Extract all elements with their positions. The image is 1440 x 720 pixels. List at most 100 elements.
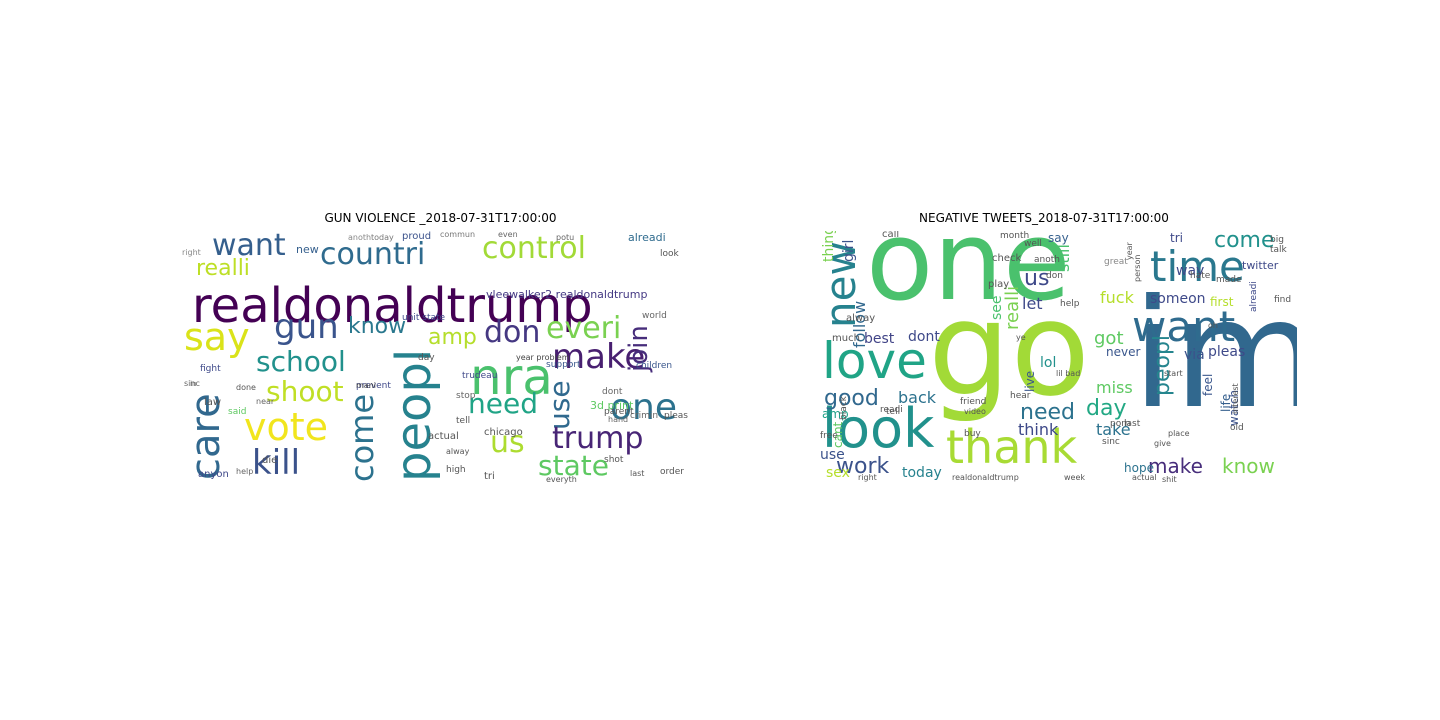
wordcloud-word: thing [821, 231, 837, 262]
wordcloud-word: great [1104, 257, 1128, 267]
wordcloud-word: new [296, 243, 319, 256]
wordcloud-word: got [1094, 328, 1124, 349]
wordcloud-word: make [552, 337, 646, 377]
wordcloud-word: never [1106, 345, 1141, 359]
wordcloud-word: pleas [1208, 344, 1246, 360]
wordcloud-word: tell [456, 416, 471, 426]
wordcloud-word: way [1176, 263, 1205, 279]
wordcloud-word: let [1022, 294, 1043, 313]
wordcloud-word: parent [604, 407, 634, 417]
wordcloud-word: near [256, 397, 275, 406]
wordcloud-word: amp [822, 407, 849, 421]
wordcloud-word: chicago [484, 427, 523, 438]
wordcloud-word: know [348, 314, 407, 339]
wordcloud-word: video [964, 407, 986, 416]
wordcloud-word: control [482, 231, 586, 266]
wordcloud-word: want [212, 231, 286, 263]
wordcloud-word: hear [1010, 391, 1031, 401]
wordcloud-word: tell [886, 407, 901, 417]
wordcloud-word: twitter [1242, 259, 1279, 272]
wordcloud-word: love [822, 332, 927, 390]
wordcloud-word: time [1150, 242, 1245, 291]
wordcloud-word: black [839, 396, 849, 420]
wordcloud-word: sinc [1102, 437, 1120, 447]
wordcloud-word: commun [440, 231, 476, 239]
wordcloud-word: know [1222, 454, 1275, 478]
wordcloud-word: year [1125, 242, 1134, 260]
wordcloud-word: person [1133, 254, 1142, 282]
wordcloud-word: help [1060, 299, 1080, 309]
wordcloud-word: 3d print [590, 399, 634, 412]
wordcloud-word: best [864, 331, 895, 347]
wordcloud-word: countri [320, 237, 426, 272]
wordcloud-word: well [1024, 239, 1042, 249]
wordcloud-word: free [820, 431, 838, 441]
wordcloud-word: realli [196, 256, 250, 281]
wordcloud-word: realli [1002, 285, 1023, 330]
wordcloud-word: world [642, 311, 667, 321]
wordcloud-word: trudeau [462, 371, 498, 381]
wordcloud-word: hate [1190, 271, 1211, 281]
wordcloud-word: crimin [630, 411, 659, 421]
wordcloud-word: week [1064, 473, 1086, 482]
wordcloud-word: shoot [266, 375, 344, 408]
wordcloud-word: realdonaldtrump [952, 473, 1019, 482]
wordcloud-canvas: realdonaldtrump countri control want say gun k… [182, 231, 699, 484]
wordcloud-word: alreadi [628, 231, 666, 244]
wordcloud-word: everi [546, 311, 622, 346]
wordcloud-word: us [1024, 266, 1050, 291]
chart-title: NEGATIVE TWEETS_2018-07-31T17:00:00 [919, 211, 1169, 225]
wordcloud-word: anoth [348, 233, 372, 242]
wordcloud-word: good [824, 386, 879, 411]
wordcloud-word: fight [200, 364, 221, 374]
wordcloud-word: potu [556, 233, 575, 242]
wordcloud-word: miss [1096, 378, 1133, 397]
wordcloud-word: girl [841, 239, 857, 262]
wordcloud-word: die [262, 455, 278, 466]
wordcloud-word: take [1096, 420, 1131, 439]
wordcloud-word: gun [274, 307, 339, 347]
wordcloud-word: hand [608, 415, 629, 424]
wordcloud-word: school [256, 345, 346, 378]
wordcloud-word: buy [964, 429, 981, 439]
wordcloud-word: via [1184, 347, 1205, 363]
wordcloud-word: us [490, 425, 525, 460]
chart-title: GUN VIOLENCE _2018-07-31T17:00:00 [324, 211, 557, 225]
wordcloud-word: ye [1016, 333, 1026, 342]
wordcloud-word: month [1000, 231, 1030, 241]
wordcloud-word: today [371, 233, 394, 242]
wordcloud-word: tri [484, 471, 495, 482]
wordcloud-word: call [882, 231, 900, 240]
wordcloud-word: come [1214, 231, 1275, 253]
wordcloud-word: day [418, 353, 435, 363]
wordcloud-word: anyon [198, 469, 229, 480]
wordcloud-word: unit state [402, 313, 446, 323]
wordcloud-word: old [1230, 423, 1244, 433]
wordcloud-panel-gun-violence: GUN VIOLENCE _2018-07-31T17:00:00 realdo… [182, 211, 699, 484]
wordcloud-word: need [468, 387, 538, 420]
wordcloud-word: interest [1231, 383, 1240, 414]
wordcloud-word: trump [552, 421, 644, 456]
wordcloud-word: said [228, 407, 247, 417]
wordcloud-word: find [1274, 295, 1292, 305]
wordcloud-word: everyth [546, 475, 577, 484]
wordcloud-word: right [858, 473, 877, 482]
wordcloud-word: one [866, 231, 1071, 325]
wordcloud-word: don [1046, 271, 1063, 281]
wordcloud-word: day [1086, 396, 1127, 421]
wordcloud-word: vote [244, 405, 329, 449]
wordcloud-word: peopl [386, 348, 442, 482]
wordcloud-word: one [610, 387, 677, 428]
wordcloud-word: alreadi [1249, 281, 1259, 312]
wordcloud-word: look [822, 397, 935, 460]
wordcloud-word: feel [1201, 373, 1215, 396]
wordcloud-word: check [992, 253, 1022, 264]
wordcloud-word: live [1023, 370, 1037, 392]
wordcloud-word: talk [1270, 245, 1287, 255]
wordcloud-word: much [832, 333, 860, 344]
wordcloud-word: come [343, 393, 381, 482]
wordcloud-word: give [1154, 439, 1171, 448]
wordcloud-word: high [446, 465, 466, 475]
wordcloud-word: done [236, 383, 256, 392]
wordcloud-word: even [498, 231, 518, 239]
